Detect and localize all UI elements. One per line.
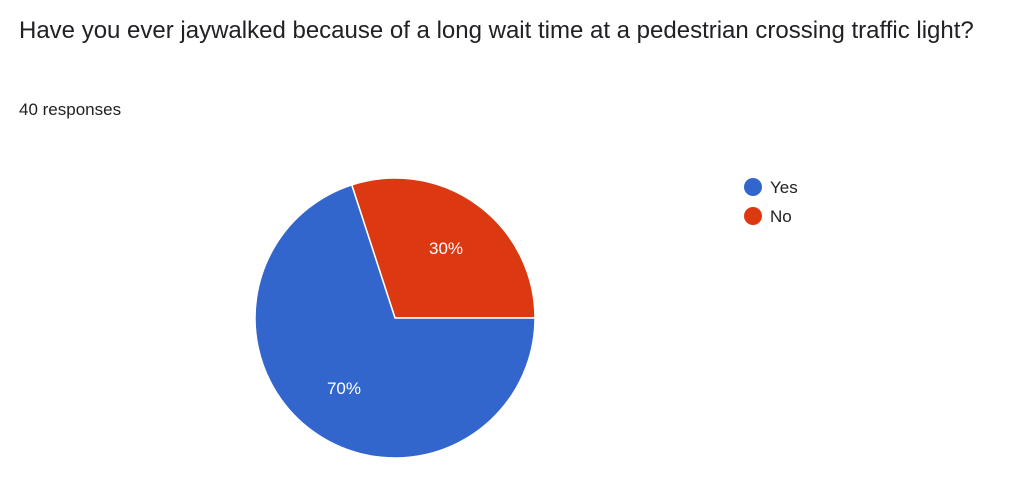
legend-label-yes: Yes <box>770 178 798 197</box>
legend-swatch-yes <box>744 178 762 196</box>
pie-slice-yes <box>254 183 536 459</box>
response-count: 40 responses <box>19 100 122 119</box>
pie-slice-no <box>350 177 536 319</box>
question-title: Have you ever jaywalked because of a lon… <box>19 17 974 44</box>
legend-item-no: No <box>744 207 792 226</box>
slice-label-yes: 70% <box>327 379 361 398</box>
chart-legend: Yes No <box>744 178 798 226</box>
slice-label-no: 30% <box>429 239 463 258</box>
legend-label-no: No <box>770 207 792 226</box>
legend-swatch-no <box>744 207 762 225</box>
legend-item-yes: Yes <box>744 178 798 197</box>
